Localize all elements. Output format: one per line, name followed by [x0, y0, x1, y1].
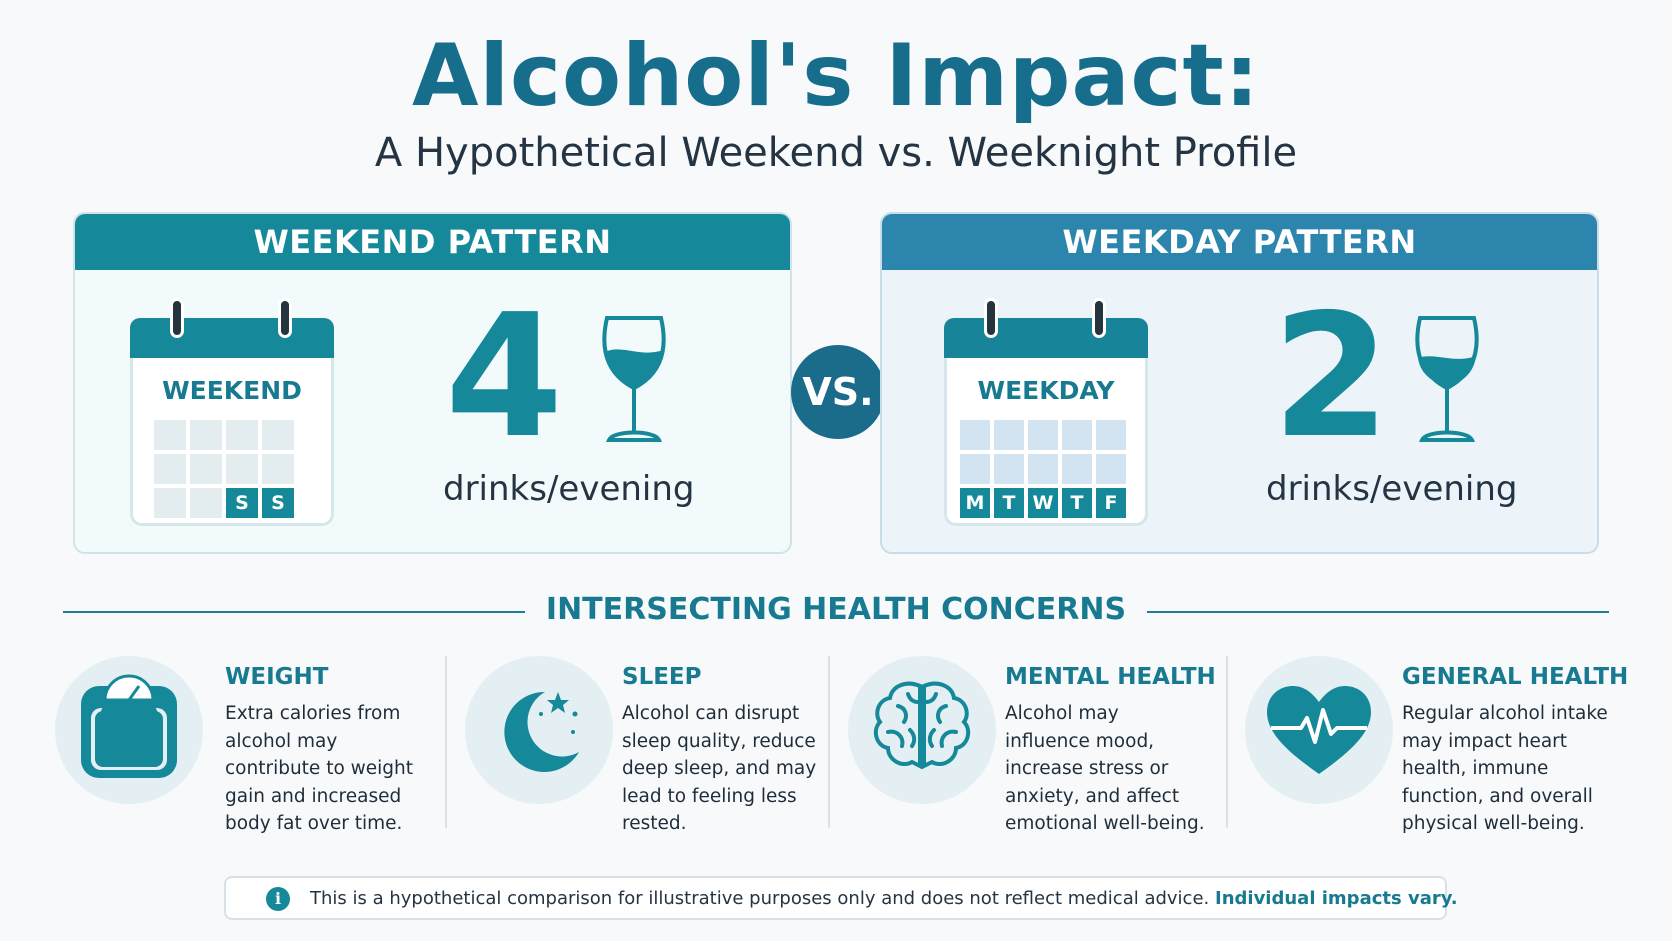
weekday-calendar-label: WEEKDAY: [977, 376, 1115, 405]
concern-mental-health-text: Alcohol may influence mood, increase str…: [1005, 703, 1205, 834]
weekend-day-saturday: S: [226, 488, 258, 518]
heart-icon: [1267, 686, 1371, 774]
brain-icon-bg: [848, 656, 996, 804]
disclaimer-emphasis: Individual impacts vary.: [1215, 888, 1458, 909]
concern-general-health-title: GENERAL HEALTH: [1402, 664, 1629, 690]
disclaimer-box: i This is a hypothetical comparison for …: [224, 876, 1458, 920]
weekend-drink-count: 4: [445, 278, 564, 476]
wine-glass-icon: [1415, 316, 1479, 442]
concern-weight-text: Extra calories from alcohol may contribu…: [225, 703, 414, 834]
weekend-day-sunday: S: [262, 488, 294, 518]
vs-badge: VS.: [791, 345, 885, 439]
concern-weight: WEIGHT Extra calories from alcohol may c…: [55, 656, 435, 836]
concern-weight-title: WEIGHT: [225, 664, 329, 690]
weekday-day-tuesday: T: [994, 488, 1024, 518]
weekday-panel: WEEKDAY PATTERN WEEKDAY M T W T F 2 drin…: [880, 212, 1599, 554]
scale-icon: [81, 674, 177, 778]
concern-sleep-text: Alcohol can disrupt sleep quality, reduc…: [622, 703, 817, 834]
weekday-day-wednesday: W: [1028, 488, 1058, 518]
concern-sleep: SLEEP Alcohol can disrupt sleep quality,…: [465, 656, 825, 836]
weekend-calendar-label: WEEKEND: [162, 376, 302, 405]
concern-general-health: GENERAL HEALTH Regular alcohol intake ma…: [1245, 656, 1629, 836]
scale-icon-bg: [55, 656, 203, 804]
concern-divider: [445, 656, 447, 828]
moon-icon-bg: [465, 656, 613, 804]
weekend-heading: WEEKEND PATTERN: [75, 214, 790, 270]
concern-divider: [828, 656, 830, 828]
page-subtitle: A Hypothetical Weekend vs. Weeknight Pro…: [374, 130, 1298, 176]
weekday-drink-count: 2: [1272, 278, 1391, 476]
concern-general-health-text: Regular alcohol intake may impact heart …: [1402, 703, 1608, 834]
weekend-calendar-grid: S S: [154, 420, 294, 518]
weekend-unit: drinks/evening: [443, 469, 695, 509]
page-title: Alcohol's Impact:: [411, 26, 1261, 126]
section-divider-right: [1147, 611, 1609, 613]
section-divider-left: [63, 611, 525, 613]
weekday-calendar-icon: WEEKDAY M T W T F: [944, 298, 1148, 526]
weekend-panel: WEEKEND PATTERN WEEKEND S S 4 drinks/eve…: [73, 212, 792, 554]
heart-icon-bg: [1245, 656, 1393, 804]
disclaimer-text: This is a hypothetical comparison for il…: [310, 888, 1458, 909]
wine-glass-icon: [602, 316, 666, 442]
concern-divider: [1226, 656, 1228, 828]
weekday-day-thursday: T: [1062, 488, 1092, 518]
weekday-heading: WEEKDAY PATTERN: [882, 214, 1597, 270]
concern-mental-health-title: MENTAL HEALTH: [1005, 664, 1216, 690]
moon-icon: [504, 691, 579, 772]
disclaimer-main: This is a hypothetical comparison for il…: [310, 888, 1210, 909]
weekday-calendar-grid: M T W T F: [960, 420, 1126, 518]
weekday-day-monday: M: [960, 488, 990, 518]
weekday-day-friday: F: [1096, 488, 1126, 518]
weekday-unit: drinks/evening: [1266, 469, 1518, 509]
section-title: INTERSECTING HEALTH CONCERNS: [545, 592, 1127, 627]
concern-sleep-title: SLEEP: [622, 664, 702, 690]
weekend-calendar-icon: WEEKEND S S: [130, 298, 334, 526]
info-icon: i: [266, 887, 290, 911]
brain-icon: [873, 681, 971, 770]
concern-mental-health: MENTAL HEALTH Alcohol may influence mood…: [848, 656, 1216, 836]
